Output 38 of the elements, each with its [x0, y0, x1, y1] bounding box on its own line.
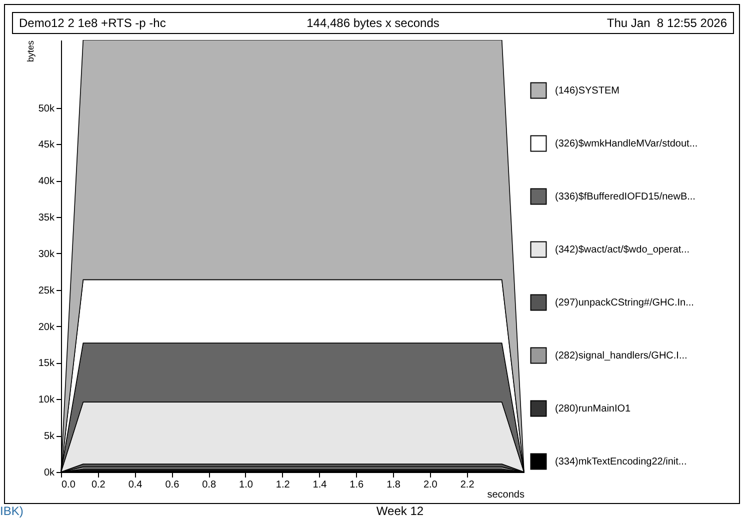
legend-label: (334)mkTextEncoding22/init... — [555, 456, 687, 468]
x-axis-title: seconds — [487, 490, 524, 500]
legend-label: (146)SYSTEM — [555, 86, 620, 96]
x-tick-label: 0.6 — [165, 480, 180, 490]
y-tick-label: 15k — [38, 358, 56, 370]
legend-label: (282)signal_handlers/GHC.I... — [555, 350, 688, 362]
x-tick-label: 0.2 — [91, 480, 106, 490]
y-axis-title: bytes — [26, 40, 36, 62]
y-tick-label: 45k — [38, 140, 56, 151]
text: Week 12 — [376, 504, 424, 518]
x-tick-label: 0.4 — [128, 480, 143, 490]
x-tick-label: 2.2 — [460, 480, 475, 490]
x-tick-label: 0.8 — [202, 480, 216, 490]
x-tick-label: 1.2 — [276, 480, 290, 490]
legend-label: (280)runMainIO1 — [555, 404, 632, 414]
x-tick-label: 0.0 — [62, 480, 76, 490]
y-tick-label: 10k — [38, 394, 56, 406]
y-tick-label: 0k — [44, 468, 56, 478]
chart-title: Demo12 2 1e8 +RTS -p -hc — [19, 16, 166, 30]
y-tick-label: 5k — [44, 431, 56, 442]
legend-label: (297)unpackCString#/GHC.In... — [555, 298, 694, 308]
y-tick-label: 20k — [38, 322, 56, 333]
x-tick-label: 1.8 — [386, 480, 401, 490]
x-tick-label: 1.6 — [350, 480, 364, 490]
x-tick-label: 2.0 — [423, 480, 438, 490]
y-tick-label: 40k — [38, 176, 56, 188]
y-tick-label: 35k — [38, 212, 56, 224]
chart-subtitle: 144,486 bytes x seconds — [306, 16, 440, 30]
y-tick-label: 25k — [38, 285, 56, 296]
legend-label: (342)$wact/act/$wdo_operat... — [555, 244, 690, 256]
legend-label: (336)$fBufferedIOFD15/newB... — [555, 192, 696, 202]
y-tick-label: 50k — [38, 103, 56, 114]
legend-label: (326)$wmkHandleMVar/stdout... — [555, 138, 698, 150]
y-tick-label: 30k — [38, 248, 56, 260]
x-tick-label: 1.4 — [312, 480, 328, 490]
text: IBK) — [0, 504, 24, 518]
x-tick-label: 1.0 — [239, 480, 254, 490]
text: Thu Jan 8 12:55 2026 — [606, 16, 727, 30]
